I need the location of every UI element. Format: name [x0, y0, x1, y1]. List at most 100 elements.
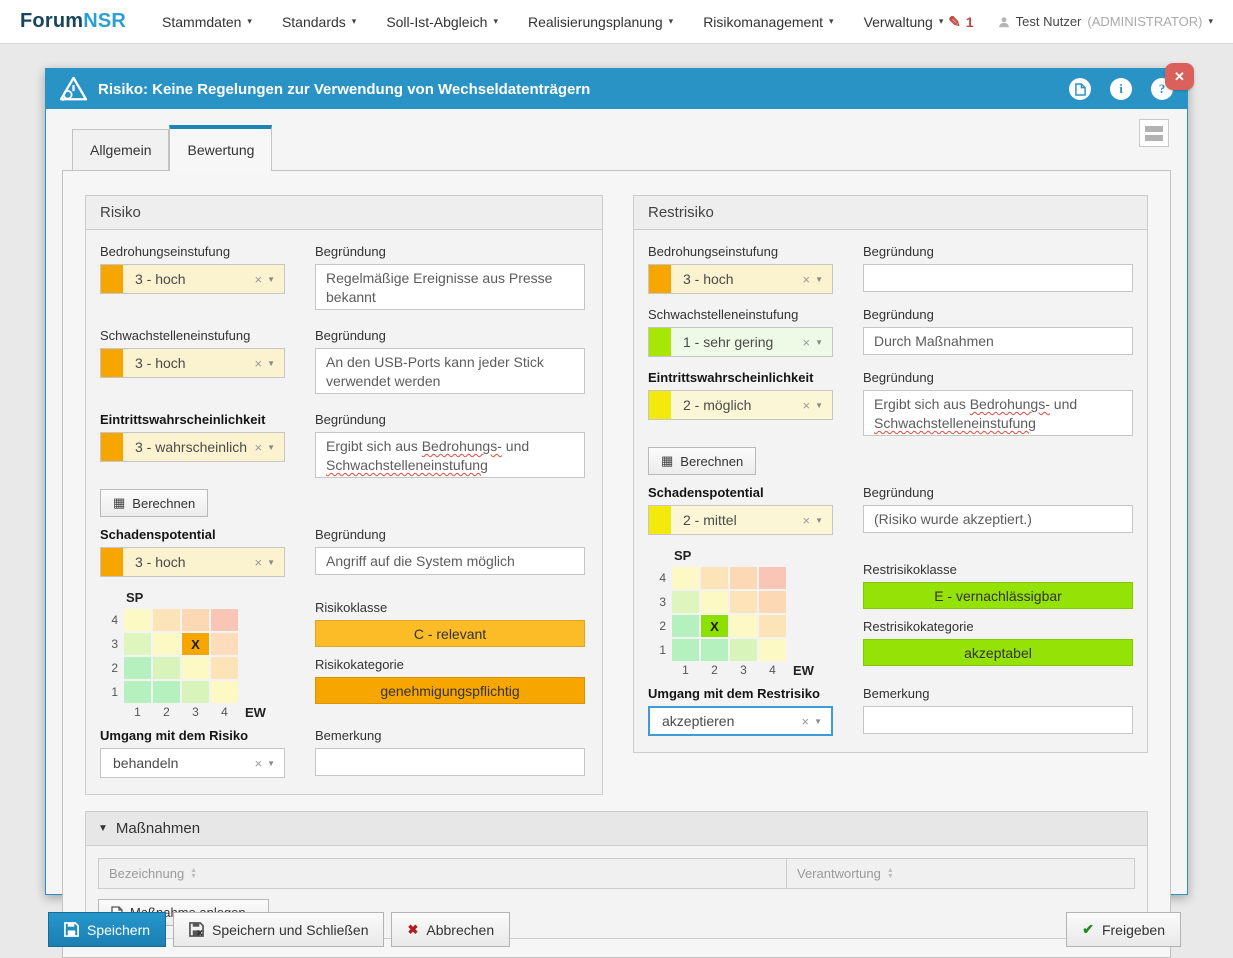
close-button[interactable]: ✕ — [1165, 63, 1194, 90]
rest-bedrohungseinstufung-select[interactable]: 3 - hoch × ▼ — [648, 264, 833, 294]
nav-item-risikomanagement[interactable]: Risikomanagement ▾ — [703, 13, 834, 30]
tab-allgemein[interactable]: Allgemein — [72, 129, 170, 170]
chevron-down-icon[interactable]: ▼ — [267, 557, 275, 567]
nav-item-standards[interactable]: Standards ▾ — [281, 13, 357, 30]
rest-eintrittswahrscheinlichkeit-select[interactable]: 2 - möglich × ▼ — [648, 390, 833, 420]
eintrittswahrscheinlichkeit-select[interactable]: 3 - wahrscheinlich × ▼ — [100, 432, 285, 462]
brand-nsr: NSR — [83, 10, 127, 32]
rest-schwachstelle-begruendung-field[interactable] — [863, 327, 1133, 355]
rating-color-swatch — [101, 265, 123, 293]
check-icon: ✔ — [1082, 921, 1094, 937]
chevron-down-icon[interactable]: ▼ — [815, 337, 823, 347]
pdf-export-button[interactable] — [1069, 78, 1091, 100]
clear-icon[interactable]: × — [254, 271, 263, 287]
nav-item-stammdaten[interactable]: Stammdaten ▾ — [162, 13, 252, 30]
sp-begruendung-field[interactable] — [315, 547, 585, 575]
rating-color-swatch — [101, 433, 123, 461]
clear-icon[interactable]: × — [254, 355, 263, 371]
tab-bewertung[interactable]: Bewertung — [169, 125, 273, 171]
matrix-cell — [153, 633, 180, 655]
matrix-col-label: 4 — [221, 705, 228, 719]
risiko-matrix: SP 4 3 X 2 1 1 2 3 4 EW — [100, 590, 285, 720]
chevron-down-icon: ▾ — [351, 16, 357, 26]
matrix-cell — [759, 615, 786, 637]
info-button[interactable]: i — [1110, 78, 1132, 100]
umgang-risiko-select[interactable]: behandeln × ▼ — [100, 748, 285, 778]
schadenspotential-label: Schadenspotential — [648, 485, 764, 500]
nav-item-soll-ist-abgleich[interactable]: Soll-Ist-Abgleich ▾ — [386, 13, 498, 30]
matrix-row-label: 3 — [659, 595, 666, 609]
bedrohungseinstufung-select[interactable]: 3 - hoch × ▼ — [100, 264, 285, 294]
matrix-sp-axis-label: SP — [674, 548, 692, 563]
risiko-bemerkung-field[interactable] — [315, 748, 585, 776]
restrisiko-bemerkung-field[interactable] — [863, 706, 1133, 734]
berechnen-button[interactable]: ▦ Berechnen — [100, 489, 209, 517]
abbrechen-button[interactable]: ✖ Abbrechen — [391, 912, 511, 947]
user-menu[interactable]: Test Nutzer (ADMINISTRATOR) ▾ — [998, 14, 1213, 29]
clear-icon[interactable]: × — [801, 713, 810, 729]
chevron-down-icon[interactable]: ▼ — [267, 274, 275, 284]
clear-icon[interactable]: × — [254, 554, 263, 570]
matrix-row-label: 1 — [659, 643, 666, 657]
matrix-cell — [730, 615, 757, 637]
rating-color-swatch — [649, 506, 671, 534]
pending-edits-count: 1 — [965, 13, 974, 30]
clear-icon[interactable]: × — [802, 512, 811, 528]
restrisikoklasse-value: E - vernachlässigbar — [863, 582, 1133, 609]
chevron-down-icon[interactable]: ▼ — [815, 274, 823, 284]
rest-bedrohung-begruendung-field[interactable] — [863, 264, 1133, 292]
chevron-down-icon[interactable]: ▼ — [267, 358, 275, 368]
schwachstelleneinstufung-label: Schwachstelleneinstufung — [100, 328, 251, 343]
matrix-row-label: 3 — [111, 637, 118, 651]
ew-begruendung-field[interactable]: Ergibt sich aus Bedrohungs- und Schwachs… — [315, 432, 585, 478]
chevron-down-icon[interactable]: ▼ — [815, 515, 823, 525]
clear-icon[interactable]: × — [254, 755, 263, 771]
clear-icon[interactable]: × — [802, 334, 811, 350]
rating-color-swatch — [101, 548, 123, 576]
matrix-row-label: 4 — [659, 571, 666, 585]
user-role: (ADMINISTRATOR) — [1087, 14, 1203, 29]
risikokategorie-value: genehmigungspflichtig — [315, 677, 585, 704]
user-name: Test Nutzer — [1015, 14, 1082, 29]
umgang-restrisiko-select[interactable]: akzeptieren × ▼ — [648, 706, 833, 736]
clear-icon[interactable]: × — [254, 439, 263, 455]
restrisiko-matrix: SP 4 3 2 X 1 1 2 3 4 EW — [648, 548, 833, 678]
matrix-cell — [153, 657, 180, 679]
calculator-grid-icon: ▦ — [113, 495, 126, 510]
rest-berechnen-button[interactable]: ▦ Berechnen — [648, 447, 757, 475]
chevron-down-icon[interactable]: ▼ — [814, 716, 822, 726]
column-header-bezeichnung[interactable]: Bezeichnung ▲ ▼ — [99, 859, 787, 888]
nav-item-verwaltung[interactable]: Verwaltung ▾ — [863, 13, 944, 30]
rest-sp-begruendung-field[interactable] — [863, 505, 1133, 533]
massnahmen-header[interactable]: ▼ Maßnahmen — [86, 812, 1147, 846]
clear-icon[interactable]: × — [802, 271, 811, 287]
restrisiko-panel-title: Restrisiko — [634, 196, 1147, 230]
restrisikoklasse-label: Restrisikoklasse — [863, 562, 957, 577]
layout-icon — [1145, 125, 1163, 132]
freigeben-button[interactable]: ✔ Freigeben — [1066, 912, 1181, 947]
rest-schadenspotential-select[interactable]: 2 - mittel × ▼ — [648, 505, 833, 535]
nav-item-realisierungsplanung[interactable]: Realisierungsplanung ▾ — [528, 13, 674, 30]
schwachstelle-begruendung-field[interactable]: An den USB-Ports kann jeder Stick verwen… — [315, 348, 585, 394]
bedrohung-begruendung-field[interactable]: Regelmäßige Ereignisse aus Presse bekann… — [315, 264, 585, 310]
column-header-verantwortung[interactable]: Verantwortung ▲ ▼ — [797, 866, 894, 881]
schadenspotential-select[interactable]: 3 - hoch × ▼ — [100, 547, 285, 577]
schwachstelleneinstufung-select[interactable]: 3 - hoch × ▼ — [100, 348, 285, 378]
chevron-down-icon[interactable]: ▼ — [267, 758, 275, 768]
pending-edits-badge[interactable]: ✎ 1 — [948, 13, 973, 31]
matrix-col-label: 3 — [192, 705, 199, 719]
matrix-col-label: 2 — [163, 705, 170, 719]
rest-schwachstelleneinstufung-select[interactable]: 1 - sehr gering × ▼ — [648, 327, 833, 357]
layout-toggle-button[interactable] — [1139, 119, 1169, 147]
speichern-und-schliessen-button[interactable]: Speichern und Schließen — [173, 912, 385, 947]
speichern-button[interactable]: Speichern — [48, 912, 167, 947]
brand-forum: Forum — [20, 10, 84, 32]
risikokategorie-label: Risikokategorie — [315, 657, 404, 672]
chevron-down-icon[interactable]: ▼ — [815, 400, 823, 410]
app-logo[interactable]: ForumNSR — [20, 10, 126, 33]
matrix-cell — [211, 657, 238, 679]
clear-icon[interactable]: × — [802, 397, 811, 413]
rest-ew-begruendung-field[interactable]: Ergibt sich aus Bedrohungs- und Schwachs… — [863, 390, 1133, 436]
chevron-down-icon[interactable]: ▼ — [267, 442, 275, 452]
begruendung-label: Begründung — [315, 527, 386, 542]
